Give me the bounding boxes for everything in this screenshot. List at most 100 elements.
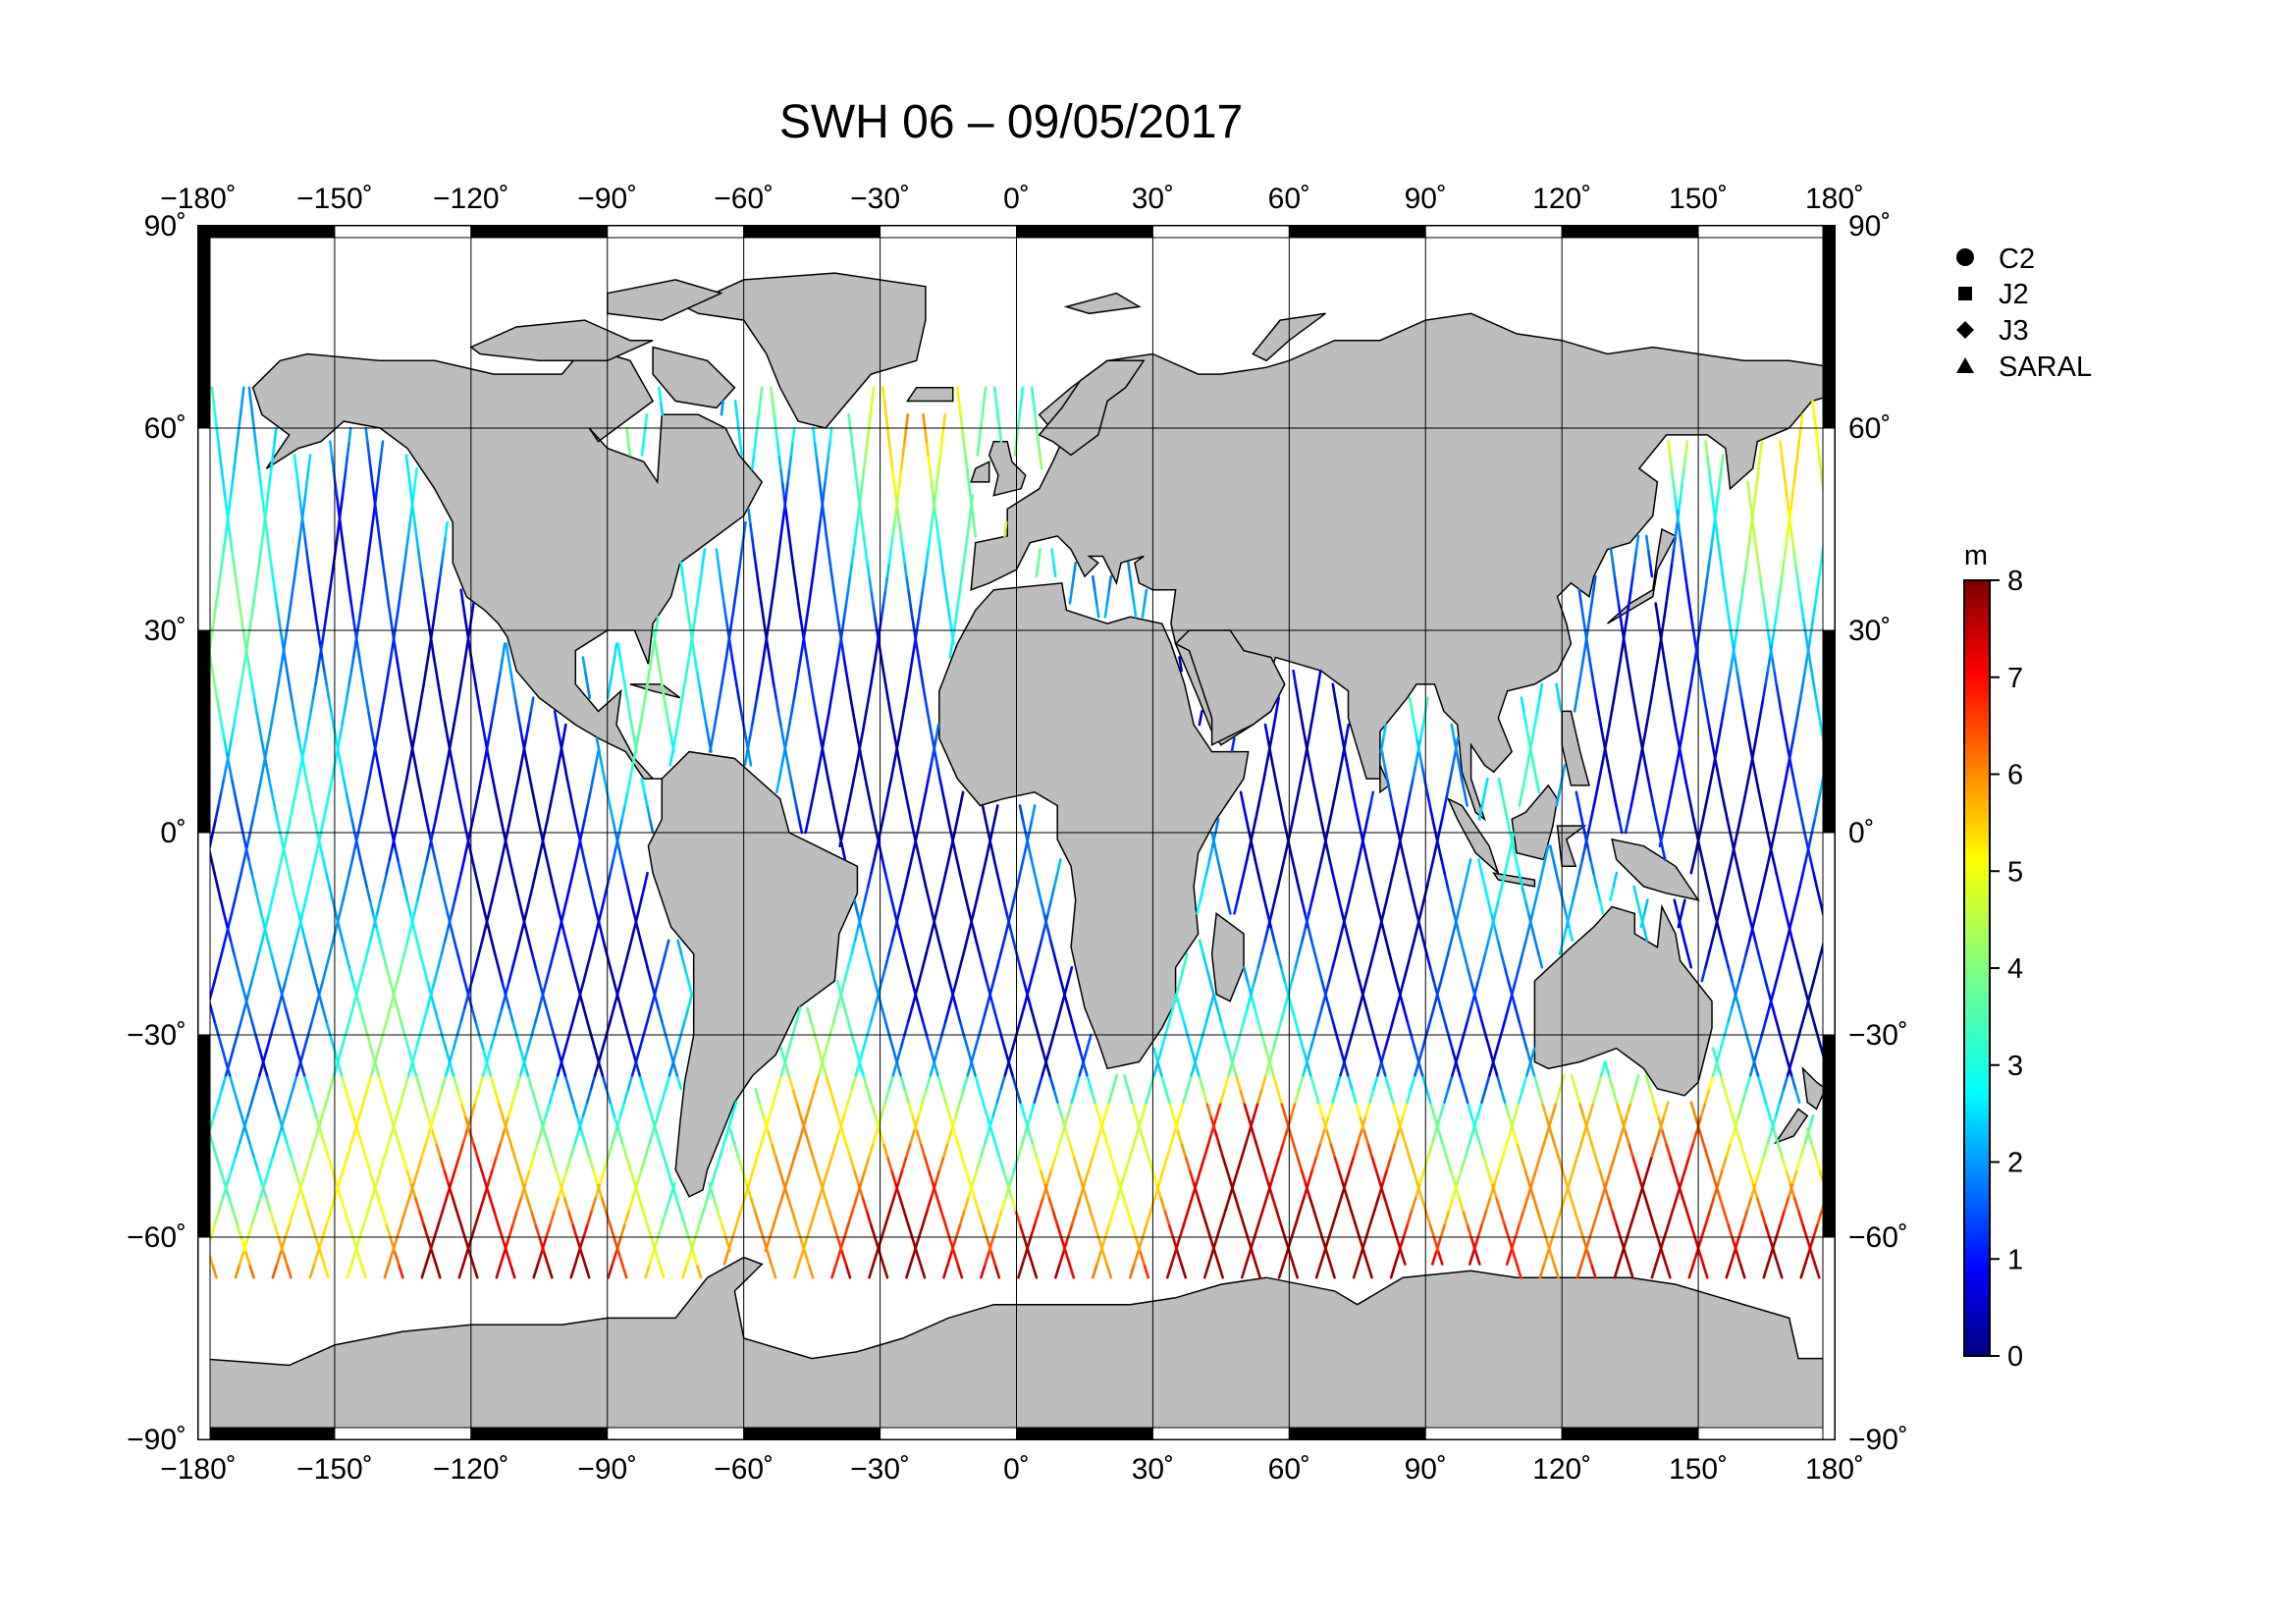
- track-segment: [1480, 1087, 1487, 1104]
- track-segment: [1082, 1060, 1089, 1077]
- track-segment: [1679, 750, 1684, 767]
- track-segment: [585, 1020, 593, 1037]
- track-segment: [383, 574, 389, 592]
- map-title: SWH 06 – 09/05/2017: [779, 96, 1243, 148]
- track-segment: [612, 979, 619, 997]
- track-segment: [1364, 965, 1371, 983]
- track-segment: [654, 642, 660, 659]
- track-segment: [1462, 1087, 1469, 1104]
- track-segment: [526, 1033, 534, 1050]
- track-segment: [980, 1263, 988, 1279]
- track-segment: [1205, 1101, 1212, 1117]
- track-segment: [1306, 750, 1311, 767]
- track-segment: [828, 1087, 835, 1104]
- track-segment: [1752, 494, 1757, 511]
- track-segment: [436, 1087, 444, 1104]
- track-segment: [393, 642, 399, 659]
- track-segment: [413, 763, 420, 781]
- track-segment: [1411, 710, 1416, 727]
- track-segment: [1443, 790, 1449, 807]
- track-segment: [256, 1168, 264, 1185]
- track-segment: [1348, 777, 1355, 794]
- track-segment: [231, 1209, 239, 1225]
- track-segment: [1483, 885, 1490, 902]
- track-segment: [1473, 1127, 1481, 1145]
- track-segment: [850, 1073, 858, 1091]
- track-segment: [1269, 1168, 1277, 1185]
- lat-tick-label: −90˚: [1848, 1424, 1908, 1456]
- track-segment: [1791, 777, 1798, 794]
- track-segment: [1017, 1263, 1024, 1279]
- track-segment: [632, 736, 638, 753]
- track-segment: [530, 952, 538, 969]
- track-segment: [550, 1155, 558, 1171]
- track-segment: [853, 898, 860, 915]
- track-segment: [1656, 615, 1662, 632]
- track-segment: [372, 1181, 380, 1199]
- landmass-new-zealand-n: [1801, 1066, 1827, 1110]
- track-segment: [429, 993, 437, 1009]
- track-segment: [552, 777, 558, 794]
- track-segment: [1086, 1073, 1093, 1091]
- track-segment: [1233, 898, 1240, 915]
- track-segment: [310, 588, 316, 605]
- track-segment: [1380, 1047, 1387, 1063]
- track-segment: [1606, 1195, 1614, 1212]
- track-segment: [1763, 817, 1769, 835]
- track-segment: [1416, 1060, 1424, 1077]
- track-segment: [271, 440, 277, 457]
- track-segment: [851, 1195, 859, 1212]
- track-segment: [929, 1047, 935, 1063]
- track-segment: [1782, 939, 1789, 955]
- track-segment: [1609, 885, 1615, 902]
- track-segment: [226, 1168, 234, 1185]
- track-segment: [520, 912, 527, 929]
- track-segment: [1251, 844, 1256, 861]
- track-segment: [1453, 1181, 1461, 1199]
- track-segment: [1707, 466, 1712, 484]
- track-segment: [294, 723, 300, 740]
- track-segment: [534, 804, 540, 821]
- track-segment: [499, 1249, 507, 1266]
- track-segment: [1667, 574, 1672, 592]
- track-segment: [1814, 588, 1819, 605]
- track-segment: [1384, 939, 1391, 955]
- track-segment: [832, 1101, 839, 1117]
- track-segment: [347, 965, 354, 983]
- track-segment: [1528, 1060, 1536, 1077]
- track-segment: [208, 656, 214, 673]
- track-segment: [781, 1181, 789, 1199]
- border-segment: [197, 225, 336, 239]
- track-segment: [851, 710, 857, 727]
- track-segment: [1656, 1235, 1664, 1252]
- track-segment: [1762, 682, 1767, 700]
- track-segment: [1064, 1249, 1071, 1266]
- track-segment: [523, 750, 529, 767]
- track-segment: [400, 952, 406, 969]
- track-segment: [1007, 1047, 1014, 1063]
- track-segment: [1748, 520, 1753, 538]
- track-segment: [406, 520, 412, 538]
- track-segment: [1258, 1155, 1266, 1171]
- track-segment: [862, 1073, 869, 1091]
- track-segment: [531, 871, 538, 889]
- track-segment: [379, 548, 385, 565]
- track-segment: [1524, 1047, 1532, 1063]
- track-segment: [812, 777, 819, 794]
- track-segment: [1051, 1209, 1059, 1225]
- track-segment: [1086, 1033, 1093, 1050]
- track-segment: [1488, 1047, 1495, 1063]
- track-segment: [1642, 723, 1648, 740]
- track-segment: [505, 1249, 512, 1266]
- track-segment: [1758, 885, 1764, 902]
- track-segment: [1617, 656, 1623, 673]
- track-segment: [233, 710, 239, 727]
- track-segment: [844, 669, 850, 686]
- track-segment: [1782, 777, 1788, 794]
- track-segment: [413, 466, 418, 484]
- track-segment: [1745, 1195, 1753, 1212]
- track-segment: [1143, 588, 1148, 605]
- track-segment: [1412, 898, 1418, 915]
- track-segment: [445, 750, 451, 767]
- track-segment: [426, 1114, 434, 1131]
